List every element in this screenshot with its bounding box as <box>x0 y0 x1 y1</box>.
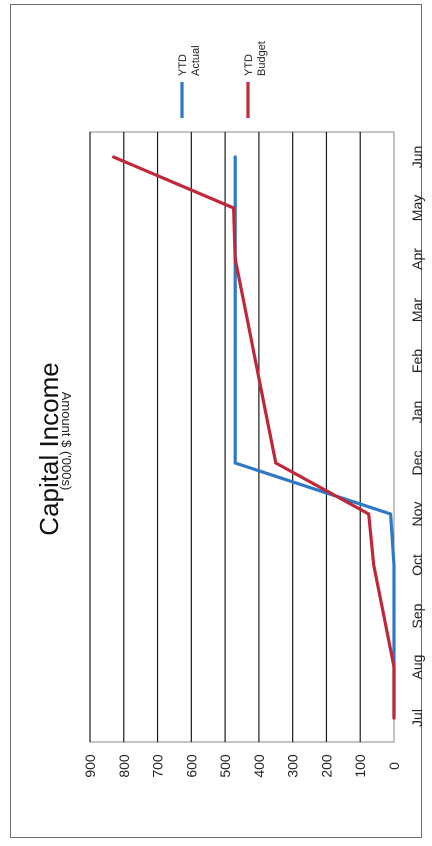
y-axis-label: Amount $ ('000s) <box>59 392 74 491</box>
y-tick-label: 700 <box>150 754 166 778</box>
chart-frame <box>10 4 422 838</box>
chart-title: Capital Income <box>34 362 64 535</box>
x-tick-label: Jul <box>409 709 425 727</box>
y-tick-label: 800 <box>116 754 132 778</box>
x-tick-label: Sep <box>409 603 425 628</box>
y-tick-label: 600 <box>183 754 199 778</box>
x-tick-label: Mar <box>409 298 425 322</box>
y-tick-label: 900 <box>82 754 98 778</box>
legend-label-2-line-2: Budget <box>256 41 268 76</box>
y-tick-label: 300 <box>285 754 301 778</box>
legend-label-1: YTD <box>177 54 189 76</box>
x-tick-label: Feb <box>409 349 425 373</box>
series-line-2 <box>111 155 396 720</box>
x-tick-label: Dec <box>409 451 425 476</box>
y-tick-label: 200 <box>318 754 334 778</box>
y-tick-label: 0 <box>386 762 402 770</box>
x-tick-label: May <box>409 195 425 221</box>
y-tick-label: 400 <box>251 754 267 778</box>
x-tick-label: Jan <box>409 401 425 424</box>
x-tick-label: Oct <box>409 554 425 576</box>
y-tick-label: 500 <box>217 754 233 778</box>
legend-label-1-line-2: Actual <box>190 45 202 76</box>
x-tick-label: Apr <box>409 248 425 270</box>
plot-area <box>89 131 395 743</box>
y-tick-label: 100 <box>352 754 368 778</box>
x-tick-label: Jun <box>409 146 425 169</box>
x-tick-label: Aug <box>409 655 425 680</box>
x-tick-label: Nov <box>409 502 425 527</box>
legend-label-2: YTD <box>243 54 255 76</box>
